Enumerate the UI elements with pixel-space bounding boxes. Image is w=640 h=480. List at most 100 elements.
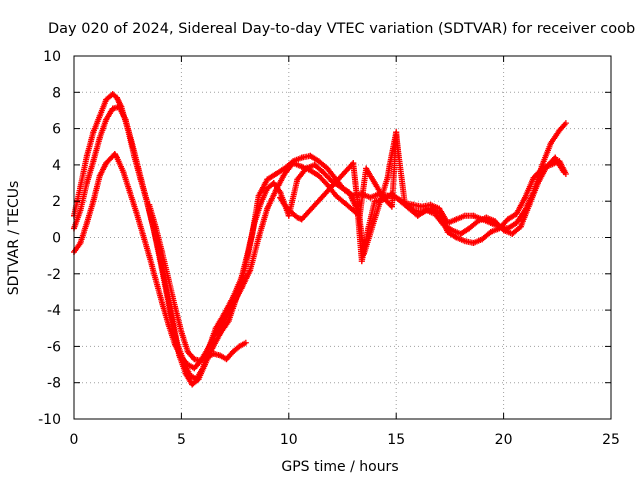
data-point	[272, 170, 279, 177]
data-point	[388, 203, 395, 210]
data-point	[513, 219, 520, 226]
data-point	[120, 169, 127, 176]
data-point	[221, 317, 228, 324]
data-point	[193, 376, 200, 383]
data-point	[341, 200, 348, 207]
data-point	[247, 267, 254, 274]
data-point	[436, 210, 443, 217]
data-point	[189, 381, 196, 388]
data-point	[307, 167, 314, 174]
data-point	[277, 189, 284, 196]
data-point	[236, 343, 243, 350]
data-point	[272, 187, 279, 194]
series-trace-d	[146, 201, 249, 364]
y-tick-label: 10	[43, 49, 61, 65]
data-point	[294, 176, 301, 183]
data-point	[281, 201, 288, 208]
data-point	[103, 160, 110, 167]
y-tick-label: -2	[47, 267, 61, 283]
y-tick-label: 2	[52, 194, 61, 210]
chart-title: Day 020 of 2024, Sidereal Day-to-day VTE…	[48, 21, 635, 37]
data-point	[251, 219, 258, 226]
data-point	[356, 216, 363, 223]
data-point	[388, 151, 395, 158]
data-point	[83, 219, 90, 226]
data-point	[90, 198, 97, 205]
data-point	[363, 165, 370, 172]
data-point	[171, 303, 178, 310]
data-point	[141, 190, 148, 197]
data-point	[470, 239, 477, 246]
data-point	[311, 161, 318, 168]
data-point	[562, 170, 569, 177]
data-point	[522, 194, 529, 201]
data-point	[122, 116, 129, 123]
data-point	[513, 210, 520, 217]
data-point	[113, 94, 120, 101]
data-point	[255, 234, 262, 241]
data-point	[418, 203, 425, 210]
data-point	[159, 249, 166, 256]
y-tick-label: 0	[52, 231, 61, 247]
data-point	[320, 169, 327, 176]
data-point	[255, 192, 262, 199]
data-point	[109, 91, 116, 98]
data-point	[483, 214, 490, 221]
data-point	[444, 229, 451, 236]
x-axis-label: GPS time / hours	[281, 459, 398, 475]
y-tick-label: -6	[47, 339, 61, 355]
data-point	[103, 96, 110, 103]
x-tick-label: 5	[177, 432, 186, 448]
data-point	[126, 189, 133, 196]
data-point	[539, 165, 546, 172]
data-point	[217, 352, 224, 359]
data-point	[165, 321, 172, 328]
data-segment	[135, 165, 148, 196]
data-point	[77, 183, 84, 190]
data-point	[77, 239, 84, 246]
data-point	[547, 161, 554, 168]
data-point	[298, 163, 305, 170]
data-point	[500, 227, 507, 234]
data-segment	[90, 174, 103, 205]
data-series	[71, 91, 569, 388]
y-tick-label: -4	[47, 303, 61, 319]
data-point	[386, 161, 393, 168]
data-point	[509, 230, 516, 237]
x-tick-label: 15	[387, 432, 405, 448]
data-point	[152, 223, 159, 230]
data-point	[461, 212, 468, 219]
data-point	[197, 357, 204, 364]
data-point	[530, 174, 537, 181]
data-point	[371, 180, 378, 187]
data-point	[350, 160, 357, 167]
data-point	[418, 209, 425, 216]
data-point	[436, 205, 443, 212]
data-point	[111, 151, 118, 158]
data-point	[534, 180, 541, 187]
axis-ticks: 0 5 10 15 20 25 -10 -8 -6 -4 -2 0 2 4 6 8 10	[38, 49, 620, 448]
data-point	[77, 207, 84, 214]
data-point	[204, 354, 211, 361]
data-point	[298, 216, 305, 223]
data-point	[191, 356, 198, 363]
data-point	[470, 212, 477, 219]
data-segment	[146, 252, 159, 281]
data-point	[354, 198, 361, 205]
data-point	[186, 372, 193, 379]
data-point	[371, 198, 378, 205]
data-point	[178, 328, 185, 335]
data-point	[474, 218, 481, 225]
data-point	[496, 225, 503, 232]
data-point	[285, 212, 292, 219]
data-point	[133, 209, 140, 216]
data-point	[324, 165, 331, 172]
data-point	[146, 201, 153, 208]
data-point	[294, 214, 301, 221]
data-point	[345, 189, 352, 196]
data-point	[264, 185, 271, 192]
data-point	[315, 158, 322, 165]
data-point	[337, 183, 344, 190]
data-point	[135, 165, 142, 172]
data-point	[492, 218, 499, 225]
